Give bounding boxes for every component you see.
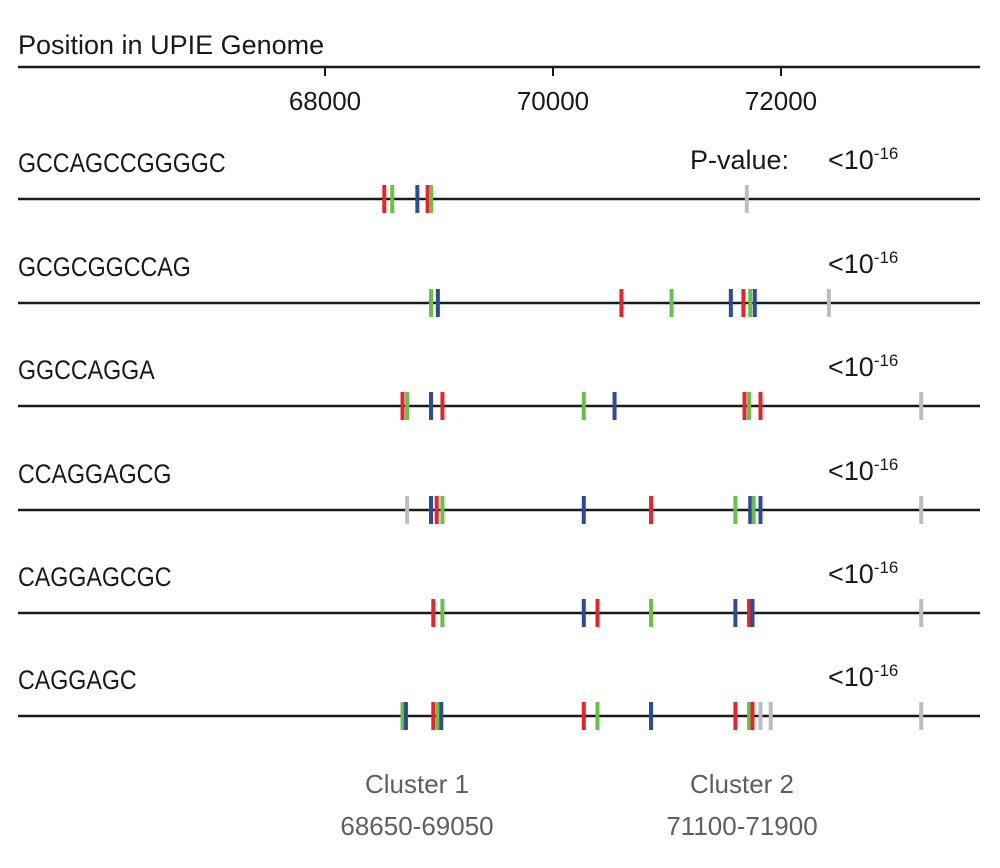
motif-site-red bbox=[581, 702, 586, 730]
motif-site-gray bbox=[919, 392, 924, 420]
motif-label: CCAGGAGCG bbox=[18, 459, 171, 489]
motif-site-red bbox=[758, 392, 763, 420]
motif-label: CAGGAGCGC bbox=[18, 562, 171, 592]
motif-site-blue bbox=[415, 185, 420, 213]
motif-site-green bbox=[748, 289, 753, 317]
motif-site-red bbox=[750, 702, 755, 730]
axis-tick-label: 68000 bbox=[289, 86, 361, 116]
motif-site-green bbox=[440, 599, 445, 627]
motif-row: GCGCGGCCAG <10-16 bbox=[18, 248, 980, 317]
motif-row: CAGGAGCGC <10-16 bbox=[18, 558, 980, 627]
motif-site-gray bbox=[744, 185, 749, 213]
motif-site-red bbox=[425, 185, 430, 213]
motif-site-green bbox=[405, 392, 410, 420]
motif-site-green bbox=[747, 392, 752, 420]
cluster-range: 71100-71900 bbox=[666, 811, 817, 841]
cluster-name: Cluster 1 bbox=[365, 769, 469, 799]
motif-site-gray bbox=[768, 702, 773, 730]
motif-site-blue bbox=[403, 702, 408, 730]
motif-site-blue bbox=[752, 289, 757, 317]
motif-site-red bbox=[595, 599, 600, 627]
motif-site-gray bbox=[919, 599, 924, 627]
motif-site-gray bbox=[405, 496, 410, 524]
motif-site-red bbox=[382, 185, 387, 213]
motif-site-red bbox=[649, 496, 654, 524]
motif-site-blue bbox=[612, 392, 617, 420]
motif-site-green bbox=[751, 496, 756, 524]
motif-site-green bbox=[595, 702, 600, 730]
motif-site-green bbox=[581, 392, 586, 420]
motif-site-blue bbox=[733, 599, 738, 627]
motif-site-green bbox=[400, 702, 405, 730]
motif-site-red bbox=[431, 702, 436, 730]
motif-site-red bbox=[431, 599, 436, 627]
motif-site-red bbox=[440, 392, 445, 420]
motif-row: GCCAGCCGGGGC P-value: <10-16 bbox=[18, 144, 980, 213]
motif-site-red bbox=[747, 599, 752, 627]
pvalue-label: P-value: bbox=[690, 145, 789, 175]
motif-site-blue bbox=[581, 599, 586, 627]
motif-site-red bbox=[733, 702, 738, 730]
axis-tick-label: 70000 bbox=[517, 86, 589, 116]
motif-site-green bbox=[440, 496, 445, 524]
motif-site-gray bbox=[826, 289, 831, 317]
motif-site-green bbox=[429, 289, 434, 317]
motif-site-blue bbox=[439, 702, 444, 730]
pvalue: <10-16 bbox=[828, 661, 898, 692]
motif-site-green bbox=[669, 289, 674, 317]
pvalue: <10-16 bbox=[828, 558, 898, 589]
motif-label: GGCCAGGA bbox=[18, 355, 155, 385]
motif-site-gray bbox=[919, 496, 924, 524]
motif-site-red bbox=[742, 392, 747, 420]
motif-site-blue bbox=[728, 289, 733, 317]
motif-site-blue bbox=[581, 496, 586, 524]
motif-site-blue bbox=[649, 702, 654, 730]
pvalue: <10-16 bbox=[828, 248, 898, 279]
motif-site-green bbox=[429, 185, 434, 213]
motif-site-blue bbox=[435, 289, 440, 317]
motif-site-red bbox=[400, 392, 405, 420]
motif-site-blue bbox=[429, 392, 434, 420]
motif-label: GCCAGCCGGGGC bbox=[18, 148, 226, 178]
motif-site-blue bbox=[429, 496, 434, 524]
motif-label: GCGCGGCCAG bbox=[18, 252, 191, 282]
cluster-name: Cluster 2 bbox=[690, 769, 794, 799]
cluster-range: 68650-69050 bbox=[340, 811, 493, 841]
motif-site-green bbox=[733, 496, 738, 524]
pvalue: <10-16 bbox=[828, 351, 898, 382]
motif-site-gray bbox=[919, 702, 924, 730]
motif-site-green bbox=[649, 599, 654, 627]
motif-site-blue bbox=[750, 599, 755, 627]
motif-site-red bbox=[434, 496, 439, 524]
motif-row: CAGGAGC <10-16 bbox=[18, 661, 980, 730]
axis-tick-label: 72000 bbox=[745, 86, 817, 116]
motif-label: CAGGAGC bbox=[18, 665, 137, 695]
motif-row: GGCCAGGA <10-16 bbox=[18, 351, 980, 420]
motif-site-blue bbox=[758, 496, 763, 524]
motif-site-green bbox=[435, 702, 440, 730]
motif-site-gray bbox=[758, 702, 763, 730]
pvalue: <10-16 bbox=[828, 455, 898, 486]
motif-site-blue bbox=[748, 496, 753, 524]
pvalue: <10-16 bbox=[828, 144, 898, 175]
motif-site-red bbox=[619, 289, 624, 317]
motif-site-green bbox=[747, 702, 752, 730]
motif-row: CCAGGAGCG <10-16 bbox=[18, 455, 980, 524]
axis-title: Position in UPIE Genome bbox=[18, 30, 324, 60]
motif-site-green bbox=[390, 185, 395, 213]
motif-site-red bbox=[741, 289, 746, 317]
